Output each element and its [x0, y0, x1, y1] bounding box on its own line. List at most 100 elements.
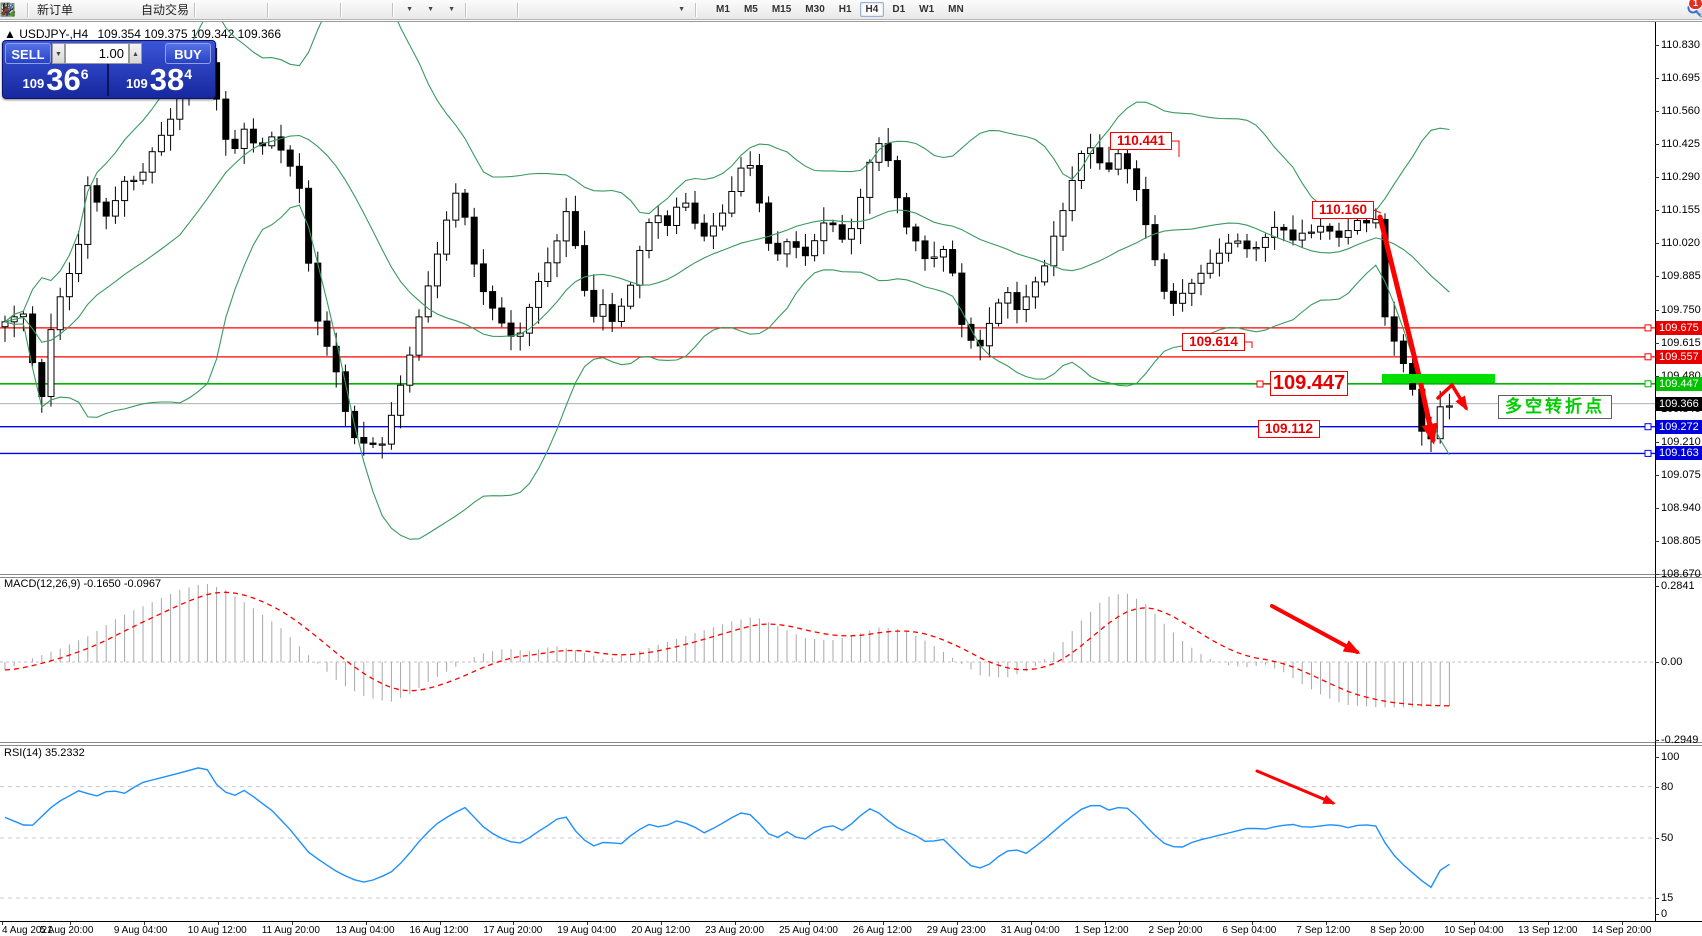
price-tick-label: 110.290 [1661, 171, 1700, 184]
rsi-tick-label: 100 [1661, 751, 1680, 763]
time-label: 5 Aug 20:00 [40, 925, 94, 936]
time-label: 9 Aug 04:00 [113, 925, 168, 936]
buy-price[interactable]: 109 38 4 [126, 62, 192, 97]
price-annotation-109.447[interactable]: 109.447 [1270, 371, 1348, 396]
price-tick-label: 110.560 [1661, 104, 1700, 117]
tile-windows-icon[interactable] [0, 1, 335, 18]
volume-decrease-button[interactable]: ▼ [52, 43, 65, 64]
text-icon[interactable]: A [2, 1, 648, 18]
dropdown-arrow-icon[interactable]: ▼ [427, 6, 434, 13]
new-chart-icon[interactable]: ▼ [0, 1, 418, 18]
price-tick-label: 108.670 [1661, 568, 1701, 581]
time-label: 25 Aug 04:00 [779, 925, 838, 936]
timeframe-mn-button[interactable]: MN [948, 4, 964, 15]
price-annotation-110.441[interactable]: 110.441 [1110, 132, 1172, 150]
axis-tick [1655, 375, 1659, 377]
auto-scroll-icon[interactable] [1, 1, 387, 18]
chart-shift-icon[interactable] [1, 1, 366, 18]
time-label: 19 Aug 04:00 [557, 925, 617, 936]
zoom-in-icon[interactable] [1, 1, 293, 18]
toolbar-separator [267, 2, 270, 17]
toolbar-separator [695, 2, 698, 17]
volume-increase-button[interactable]: ▲ [129, 43, 142, 64]
buy-button[interactable]: BUY [165, 43, 211, 64]
candlestick-chart-icon[interactable] [1, 1, 241, 18]
axis-tick [1655, 177, 1659, 179]
line-chart-icon[interactable] [1, 1, 262, 18]
price-tick-label: 110.020 [1661, 237, 1700, 250]
price-tick-label: 110.695 [1661, 71, 1700, 84]
dropdown-arrow-icon[interactable]: ▼ [448, 6, 455, 13]
toolbar-separator [27, 2, 29, 17]
zoom-out-icon[interactable] [1, 1, 314, 18]
panel-divider[interactable] [0, 574, 1702, 578]
timeframe-m5-button[interactable]: M5 [743, 4, 758, 15]
chart-style-icon[interactable] [1, 1, 94, 18]
timeframe-m1-button[interactable]: M1 [716, 4, 730, 15]
time-label: 13 Sep 12:00 [1518, 925, 1578, 936]
price-tick-label: 110.425 [1661, 138, 1700, 150]
price-chart-area[interactable] [0, 22, 1655, 575]
horizontal-line-icon[interactable] [1, 1, 564, 18]
axis-tick [1655, 210, 1659, 212]
new-order-icon[interactable]: 新订单 [0, 1, 73, 18]
sell-price[interactable]: 109 36 6 [22, 62, 89, 97]
time-axis[interactable]: 4 Aug 2021 5 Aug 20:00 9 Aug 04:00 10 Aug 1… [0, 921, 1702, 936]
sell-button[interactable]: SELL [5, 43, 51, 64]
price-annotation-109.614[interactable]: 109.614 [1182, 333, 1245, 351]
axis-tick [1655, 309, 1659, 311]
channel-icon[interactable]: E [0, 1, 606, 18]
timeframe-w1-button[interactable]: W1 [919, 4, 935, 15]
axis-tick [1655, 475, 1659, 476]
macd-tick-label: -0.2949 [1661, 734, 1699, 746]
text-label-icon[interactable]: T [1, 1, 669, 18]
autotrading-icon[interactable]: 自动交易 [0, 1, 189, 18]
fibonacci-icon[interactable]: F [1, 1, 627, 18]
price-tag-109.272: 109.272 [1656, 419, 1702, 434]
axis-tick [1655, 77, 1659, 79]
signal-icon[interactable] [1, 1, 136, 18]
price-divider [107, 64, 109, 96]
timeframe-h1-button[interactable]: H1 [838, 4, 852, 15]
price-tick-label: 108.940 [1661, 502, 1701, 515]
timeframe-m30-button[interactable]: M30 [805, 4, 825, 15]
axis-tick [1655, 342, 1659, 344]
price-tick-label: 110.830 [1661, 38, 1700, 51]
timeframe-h4-button[interactable]: H4 [859, 2, 885, 17]
panel-divider[interactable] [0, 742, 1702, 746]
axis-tick [1655, 441, 1659, 443]
window-border [0, 21, 1702, 22]
price-tick-label: 109.885 [1661, 270, 1701, 283]
templates-icon[interactable]: ▼ [0, 1, 460, 18]
rsi-panel[interactable] [0, 745, 1655, 920]
axis-tick [1655, 541, 1659, 543]
highlight-bar[interactable] [1382, 374, 1495, 383]
volume-input[interactable]: 1.00 [65, 43, 129, 64]
trendline-icon[interactable] [1, 1, 585, 18]
time-label: 23 Aug 20:00 [705, 925, 765, 936]
time-label: 13 Aug 04:00 [335, 925, 395, 936]
terminal-icon[interactable] [0, 1, 115, 18]
crosshair-icon[interactable] [1, 1, 512, 18]
notification-badge: 1 [1687, 0, 1702, 10]
periods-icon[interactable]: ▼ [0, 1, 439, 18]
timeframe-d1-button[interactable]: D1 [892, 4, 906, 15]
time-label: 17 Aug 20:00 [483, 925, 543, 936]
axis-tick [1655, 44, 1659, 46]
rsi-tick-label: 50 [1661, 832, 1674, 844]
timeframe-m15-button[interactable]: M15 [771, 4, 792, 15]
vertical-line-icon[interactable] [3, 1, 543, 18]
price-annotation-110.160[interactable]: 110.160 [1312, 201, 1374, 219]
turning-point-label[interactable]: 多空转折点 [1498, 395, 1612, 419]
time-label: 20 Aug 12:00 [631, 925, 691, 936]
bar-chart-icon[interactable] [1, 1, 220, 18]
rsi-tick-label: 15 [1661, 892, 1674, 904]
axis-tick [1655, 276, 1659, 278]
dropdown-arrow-icon[interactable]: ▼ [406, 6, 413, 13]
price-tag-109.163: 109.163 [1656, 446, 1702, 461]
cursor-icon[interactable] [3, 1, 491, 18]
dropdown-arrow-icon[interactable]: ▼ [678, 6, 685, 13]
macd-panel[interactable] [0, 577, 1655, 743]
arrows-icon[interactable]: ▼ [1, 1, 690, 18]
price-annotation-109.112[interactable]: 109.112 [1258, 420, 1320, 438]
